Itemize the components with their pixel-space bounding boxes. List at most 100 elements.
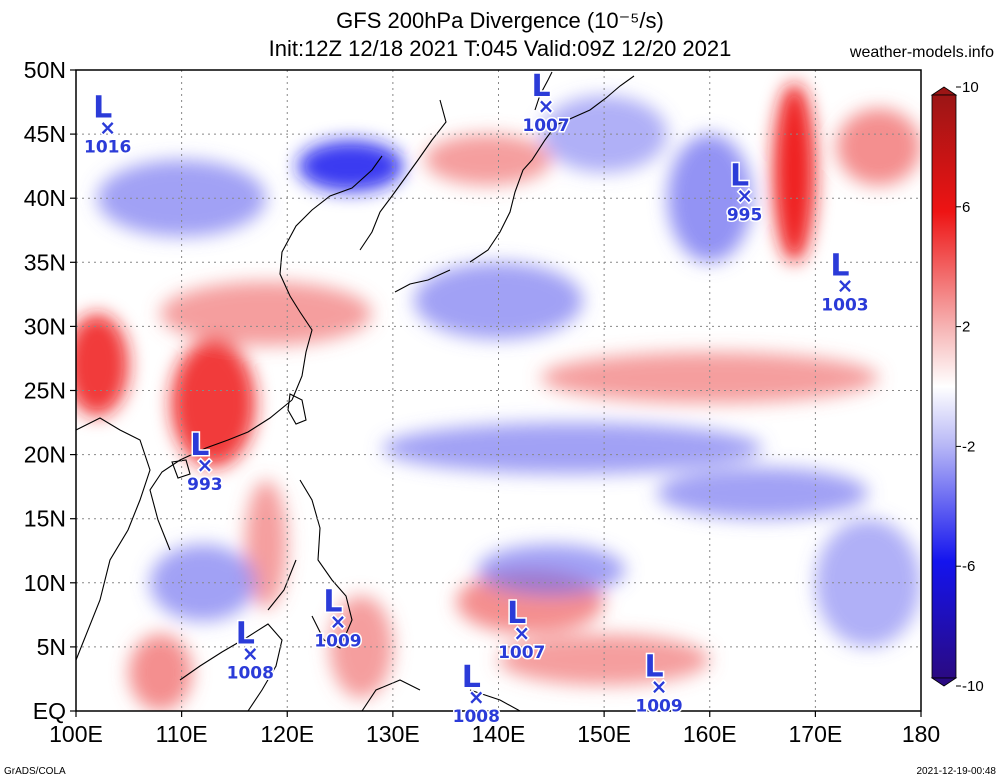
coastline-taiwan bbox=[287, 393, 307, 425]
low-pressure-value: 1008 bbox=[227, 663, 274, 683]
y-tick-label: 35N bbox=[24, 249, 66, 275]
low-pressure-value: 1007 bbox=[498, 643, 545, 663]
low-pressure-value: 1008 bbox=[453, 707, 500, 727]
coastline-south-china bbox=[149, 399, 293, 551]
convergence-region-15 bbox=[667, 134, 752, 263]
y-axis: 50N 45N 40N 35N 30N 25N 20N 15N 10N 5N EQ bbox=[24, 57, 76, 724]
divergence-region-8 bbox=[424, 134, 552, 186]
low-center-marker: × bbox=[736, 184, 753, 208]
low-center-marker: × bbox=[538, 94, 555, 118]
low-center: L×1007 bbox=[497, 594, 547, 664]
y-tick-label: EQ bbox=[33, 698, 66, 724]
low-center: L×993 bbox=[186, 426, 225, 496]
low-center: L×995 bbox=[725, 157, 764, 227]
low-symbol: L bbox=[190, 428, 209, 463]
y-tick-label: 50N bbox=[24, 57, 66, 83]
low-symbol: L bbox=[323, 584, 342, 619]
low-center-marker: × bbox=[242, 641, 259, 665]
coastline-indochina bbox=[76, 417, 151, 661]
low-center: L×1007 bbox=[521, 67, 571, 137]
low-pressure-value: 1003 bbox=[821, 295, 868, 315]
chart-subtitle: Init:12Z 12/18 2021 T:045 Valid:09Z 12/2… bbox=[269, 36, 732, 61]
y-tick-label: 10N bbox=[24, 570, 66, 596]
convergence-region-17 bbox=[414, 262, 583, 340]
convergence-region-14 bbox=[477, 544, 626, 596]
divergence-field bbox=[76, 82, 921, 711]
low-center-marker: × bbox=[513, 621, 530, 645]
colorbar-max-arrow bbox=[930, 86, 958, 96]
low-symbol: L bbox=[730, 159, 749, 194]
low-center: L×1009 bbox=[634, 648, 684, 718]
colorbar-scale bbox=[931, 94, 957, 679]
x-axis: 100E 110E 120E 130E 140E 150E 160E 170E 180 bbox=[49, 711, 940, 747]
divergence-region-5 bbox=[773, 82, 816, 263]
low-center-marker: × bbox=[330, 609, 347, 633]
low-pressure-value: 1009 bbox=[314, 631, 361, 651]
divergence-region-10 bbox=[245, 480, 288, 609]
x-tick-label: 110E bbox=[156, 721, 208, 747]
colorbar-labels: 10 6 2 -2 -6 -10 bbox=[956, 79, 984, 695]
y-tick-label: 25N bbox=[24, 378, 66, 404]
low-symbol: L bbox=[531, 69, 550, 104]
low-center: L×1008 bbox=[225, 615, 275, 685]
low-center-marker: × bbox=[651, 675, 668, 699]
colorbar-label: -10 bbox=[962, 678, 984, 695]
x-tick-label: 130E bbox=[366, 721, 420, 747]
divergence-region-2 bbox=[160, 281, 372, 346]
x-tick-label: 180 bbox=[902, 721, 940, 747]
divergence-region-9 bbox=[128, 634, 193, 711]
colorbar-label: 2 bbox=[962, 319, 970, 336]
low-symbol: L bbox=[507, 596, 526, 631]
footer-right: 2021-12-19-00:48 bbox=[916, 766, 996, 777]
low-symbol: L bbox=[236, 616, 255, 651]
low-pressure-value: 993 bbox=[187, 475, 223, 495]
y-tick-label: 20N bbox=[24, 442, 66, 468]
coastline-borneo bbox=[179, 623, 283, 711]
low-center-marker: × bbox=[837, 273, 854, 297]
low-center: L×1003 bbox=[820, 247, 870, 317]
colorbar-label: -2 bbox=[962, 438, 975, 455]
convergence-region-18 bbox=[656, 467, 869, 519]
y-tick-label: 15N bbox=[24, 506, 66, 532]
low-pressure-value: 1009 bbox=[635, 697, 682, 717]
convergence-region-12 bbox=[297, 140, 404, 192]
y-tick-label: 5N bbox=[37, 634, 66, 660]
low-pressure-value: 1007 bbox=[522, 116, 569, 136]
colorbar: 10 6 2 -2 -6 -10 bbox=[930, 79, 984, 695]
x-tick-label: 120E bbox=[260, 721, 314, 747]
low-symbol: L bbox=[93, 91, 112, 126]
coastlines bbox=[76, 71, 635, 711]
low-center: L×1009 bbox=[313, 583, 363, 653]
low-center: L×1016 bbox=[83, 89, 133, 159]
low-pressure-markers: L×1016L×1007L×995L×1003L×993L×1008L×1009… bbox=[83, 67, 871, 728]
low-pressure-value: 1016 bbox=[84, 138, 131, 158]
x-tick-label: 160E bbox=[683, 721, 737, 747]
source-credit: weather-models.info bbox=[849, 44, 994, 61]
chart-title: GFS 200hPa Divergence (10⁻⁵/s) bbox=[336, 8, 664, 33]
y-tick-label: 45N bbox=[24, 121, 66, 147]
coastline-philippines bbox=[267, 479, 353, 649]
low-center-marker: × bbox=[196, 453, 213, 477]
divergence-region-11 bbox=[329, 595, 393, 699]
divergence-region-6 bbox=[836, 108, 921, 186]
low-symbol: L bbox=[830, 248, 849, 283]
footer-left: GrADS/COLA bbox=[4, 766, 66, 777]
x-tick-label: 150E bbox=[577, 721, 631, 747]
y-tick-label: 40N bbox=[24, 185, 66, 211]
low-pressure-value: 995 bbox=[727, 206, 763, 226]
divergence-region-1 bbox=[76, 313, 129, 417]
convergence-region-16 bbox=[97, 159, 267, 237]
low-center: L×1008 bbox=[451, 658, 501, 728]
coastline-china bbox=[279, 155, 383, 401]
colorbar-label: -6 bbox=[962, 558, 975, 575]
low-center-marker: × bbox=[99, 116, 116, 140]
x-tick-label: 170E bbox=[789, 721, 843, 747]
map-panel: 100E 110E 120E 130E 140E 150E 160E 170E 180 50N 4… bbox=[24, 57, 940, 747]
convergence-region-13 bbox=[382, 422, 763, 474]
low-center-marker: × bbox=[468, 685, 485, 709]
colorbar-label: 6 bbox=[962, 199, 970, 216]
x-tick-label: 140E bbox=[472, 721, 526, 747]
low-symbol: L bbox=[644, 650, 663, 685]
coastline-korea-japan bbox=[359, 71, 557, 293]
